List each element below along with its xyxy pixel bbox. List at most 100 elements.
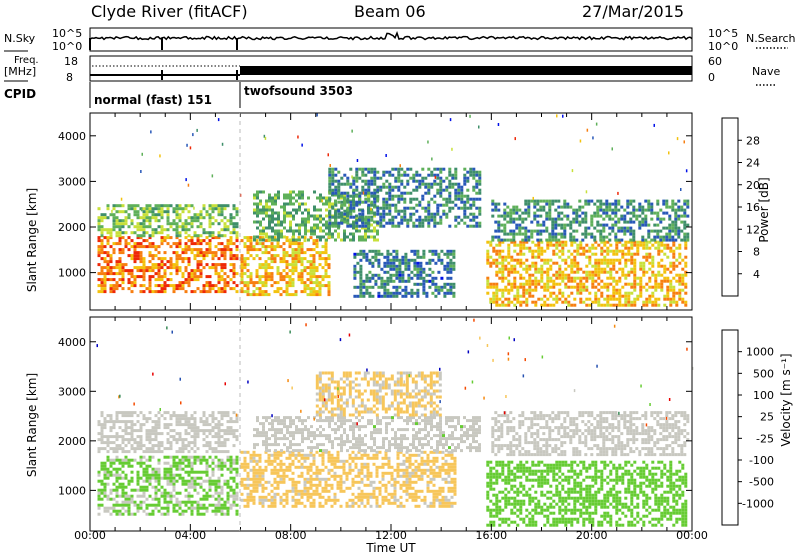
echo-cell-2 bbox=[264, 486, 268, 490]
echo-cell-7 bbox=[587, 226, 591, 230]
echo-cell-4 bbox=[454, 203, 458, 207]
echo-cell-6 bbox=[579, 297, 583, 301]
echo-cell-6 bbox=[552, 243, 556, 247]
echo-cell-1 bbox=[151, 231, 155, 235]
echo-cell-6 bbox=[579, 285, 583, 289]
echo-cell-0 bbox=[148, 245, 152, 249]
echo-cell-7 bbox=[668, 217, 672, 221]
echo-cell-0 bbox=[112, 272, 116, 276]
echo-cell-0 bbox=[223, 500, 227, 504]
echo-cell-5 bbox=[377, 294, 381, 298]
echo-cell-6 bbox=[495, 285, 499, 289]
echo-cell-6 bbox=[660, 273, 664, 277]
echo-cell-4 bbox=[352, 191, 356, 195]
echo-cell-7 bbox=[515, 232, 519, 236]
echo-cell-4 bbox=[475, 197, 479, 201]
echo-cell-0 bbox=[130, 512, 134, 516]
echo-cell-0 bbox=[157, 278, 161, 282]
echo-cell-6 bbox=[627, 291, 631, 295]
echo-cell-7 bbox=[683, 202, 687, 206]
echo-cell-6 bbox=[675, 291, 679, 295]
echo-cell-3 bbox=[283, 193, 286, 197]
echo-cell-3 bbox=[268, 214, 271, 218]
echo-cell-1 bbox=[139, 222, 143, 226]
echo-cell-6 bbox=[672, 249, 676, 253]
echo-cell-2 bbox=[291, 480, 295, 484]
echo-cell-2 bbox=[258, 456, 262, 460]
echo-cell-2 bbox=[270, 471, 274, 475]
echo-cell-3 bbox=[292, 196, 295, 200]
echo-cell-7 bbox=[560, 211, 564, 215]
echo-cell-6 bbox=[567, 279, 571, 283]
echo-cell-7 bbox=[668, 214, 672, 218]
echo-cell-6 bbox=[504, 288, 508, 292]
echo-cell-4 bbox=[403, 185, 407, 189]
echo-cell-0 bbox=[217, 458, 221, 462]
echo-cell-6 bbox=[579, 300, 583, 304]
echo-cell-6 bbox=[684, 273, 688, 277]
echo-cell-6 bbox=[549, 240, 553, 244]
echo-cell-4 bbox=[433, 218, 437, 222]
echo-cell-0 bbox=[181, 257, 185, 261]
echo-cell-3 bbox=[289, 193, 292, 197]
echo-cell-6 bbox=[612, 294, 616, 298]
echo-cell-2 bbox=[240, 269, 244, 273]
echo-cell-0 bbox=[160, 260, 164, 264]
echo-cell-2 bbox=[267, 453, 271, 457]
echo-cell-1 bbox=[220, 210, 224, 214]
echo-cell-2 bbox=[255, 459, 259, 463]
echo-cell-4 bbox=[448, 182, 452, 186]
echo-cell-7 bbox=[611, 211, 615, 215]
echo-cell-4 bbox=[439, 176, 443, 180]
echo-cell-3 bbox=[316, 217, 319, 221]
echo-cell-4 bbox=[394, 215, 398, 219]
echo-cell-7 bbox=[680, 205, 684, 209]
echo-cell-7 bbox=[590, 217, 594, 221]
echo-cell-5 bbox=[434, 282, 438, 286]
echo-cell-3 bbox=[301, 220, 304, 224]
echo-cell-3 bbox=[313, 214, 316, 218]
echo-cell-4 bbox=[397, 221, 401, 225]
echo-cell-0 bbox=[142, 257, 146, 261]
echo-cell-4 bbox=[355, 200, 359, 204]
echo-cell-0 bbox=[220, 458, 224, 462]
echo-cell-2 bbox=[306, 266, 310, 270]
echo-cell-6 bbox=[489, 255, 493, 259]
echo-cell-1 bbox=[157, 213, 161, 217]
echo-cell-7 bbox=[590, 199, 594, 203]
echo-cell-4 bbox=[382, 209, 386, 213]
echo-cell-1 bbox=[223, 444, 227, 448]
echo-cell-3 bbox=[373, 205, 376, 209]
echo-cell-0 bbox=[226, 284, 230, 288]
echo-cell-1 bbox=[112, 420, 116, 424]
echo-cell-0 bbox=[175, 503, 179, 507]
echo-speck bbox=[111, 209, 113, 213]
echo-speck bbox=[221, 142, 224, 146]
echo-cell-5 bbox=[359, 282, 363, 286]
echo-cell-1 bbox=[220, 411, 224, 415]
echo-cell-6 bbox=[516, 294, 520, 298]
echo-cell-5 bbox=[428, 261, 432, 265]
echo-cell-1 bbox=[178, 435, 182, 439]
echo-cell-0 bbox=[217, 479, 221, 483]
echo-cell-7 bbox=[671, 205, 675, 209]
echo-cell-0 bbox=[136, 266, 140, 270]
echo-cell-0 bbox=[229, 470, 233, 474]
echo-cell-3 bbox=[343, 235, 346, 239]
echo-cell-3 bbox=[256, 235, 259, 239]
echo-cell-0 bbox=[187, 506, 191, 510]
echo-cell-2 bbox=[264, 248, 268, 252]
echo-cell-0 bbox=[154, 467, 158, 471]
echo-cell-1 bbox=[148, 441, 152, 445]
echo-cell-1 bbox=[163, 417, 167, 421]
echo-cell-4 bbox=[406, 218, 410, 222]
echo-cell-2 bbox=[285, 275, 289, 279]
echo-cell-3 bbox=[274, 199, 277, 203]
echo-cell-4 bbox=[472, 203, 476, 207]
echo-cell-7 bbox=[632, 238, 636, 242]
echo-cell-6 bbox=[684, 300, 688, 304]
echo-cell-0 bbox=[133, 275, 137, 279]
echo-cell-6 bbox=[507, 243, 511, 247]
echo-cell-0 bbox=[163, 281, 167, 285]
echo-cell-2 bbox=[276, 480, 280, 484]
